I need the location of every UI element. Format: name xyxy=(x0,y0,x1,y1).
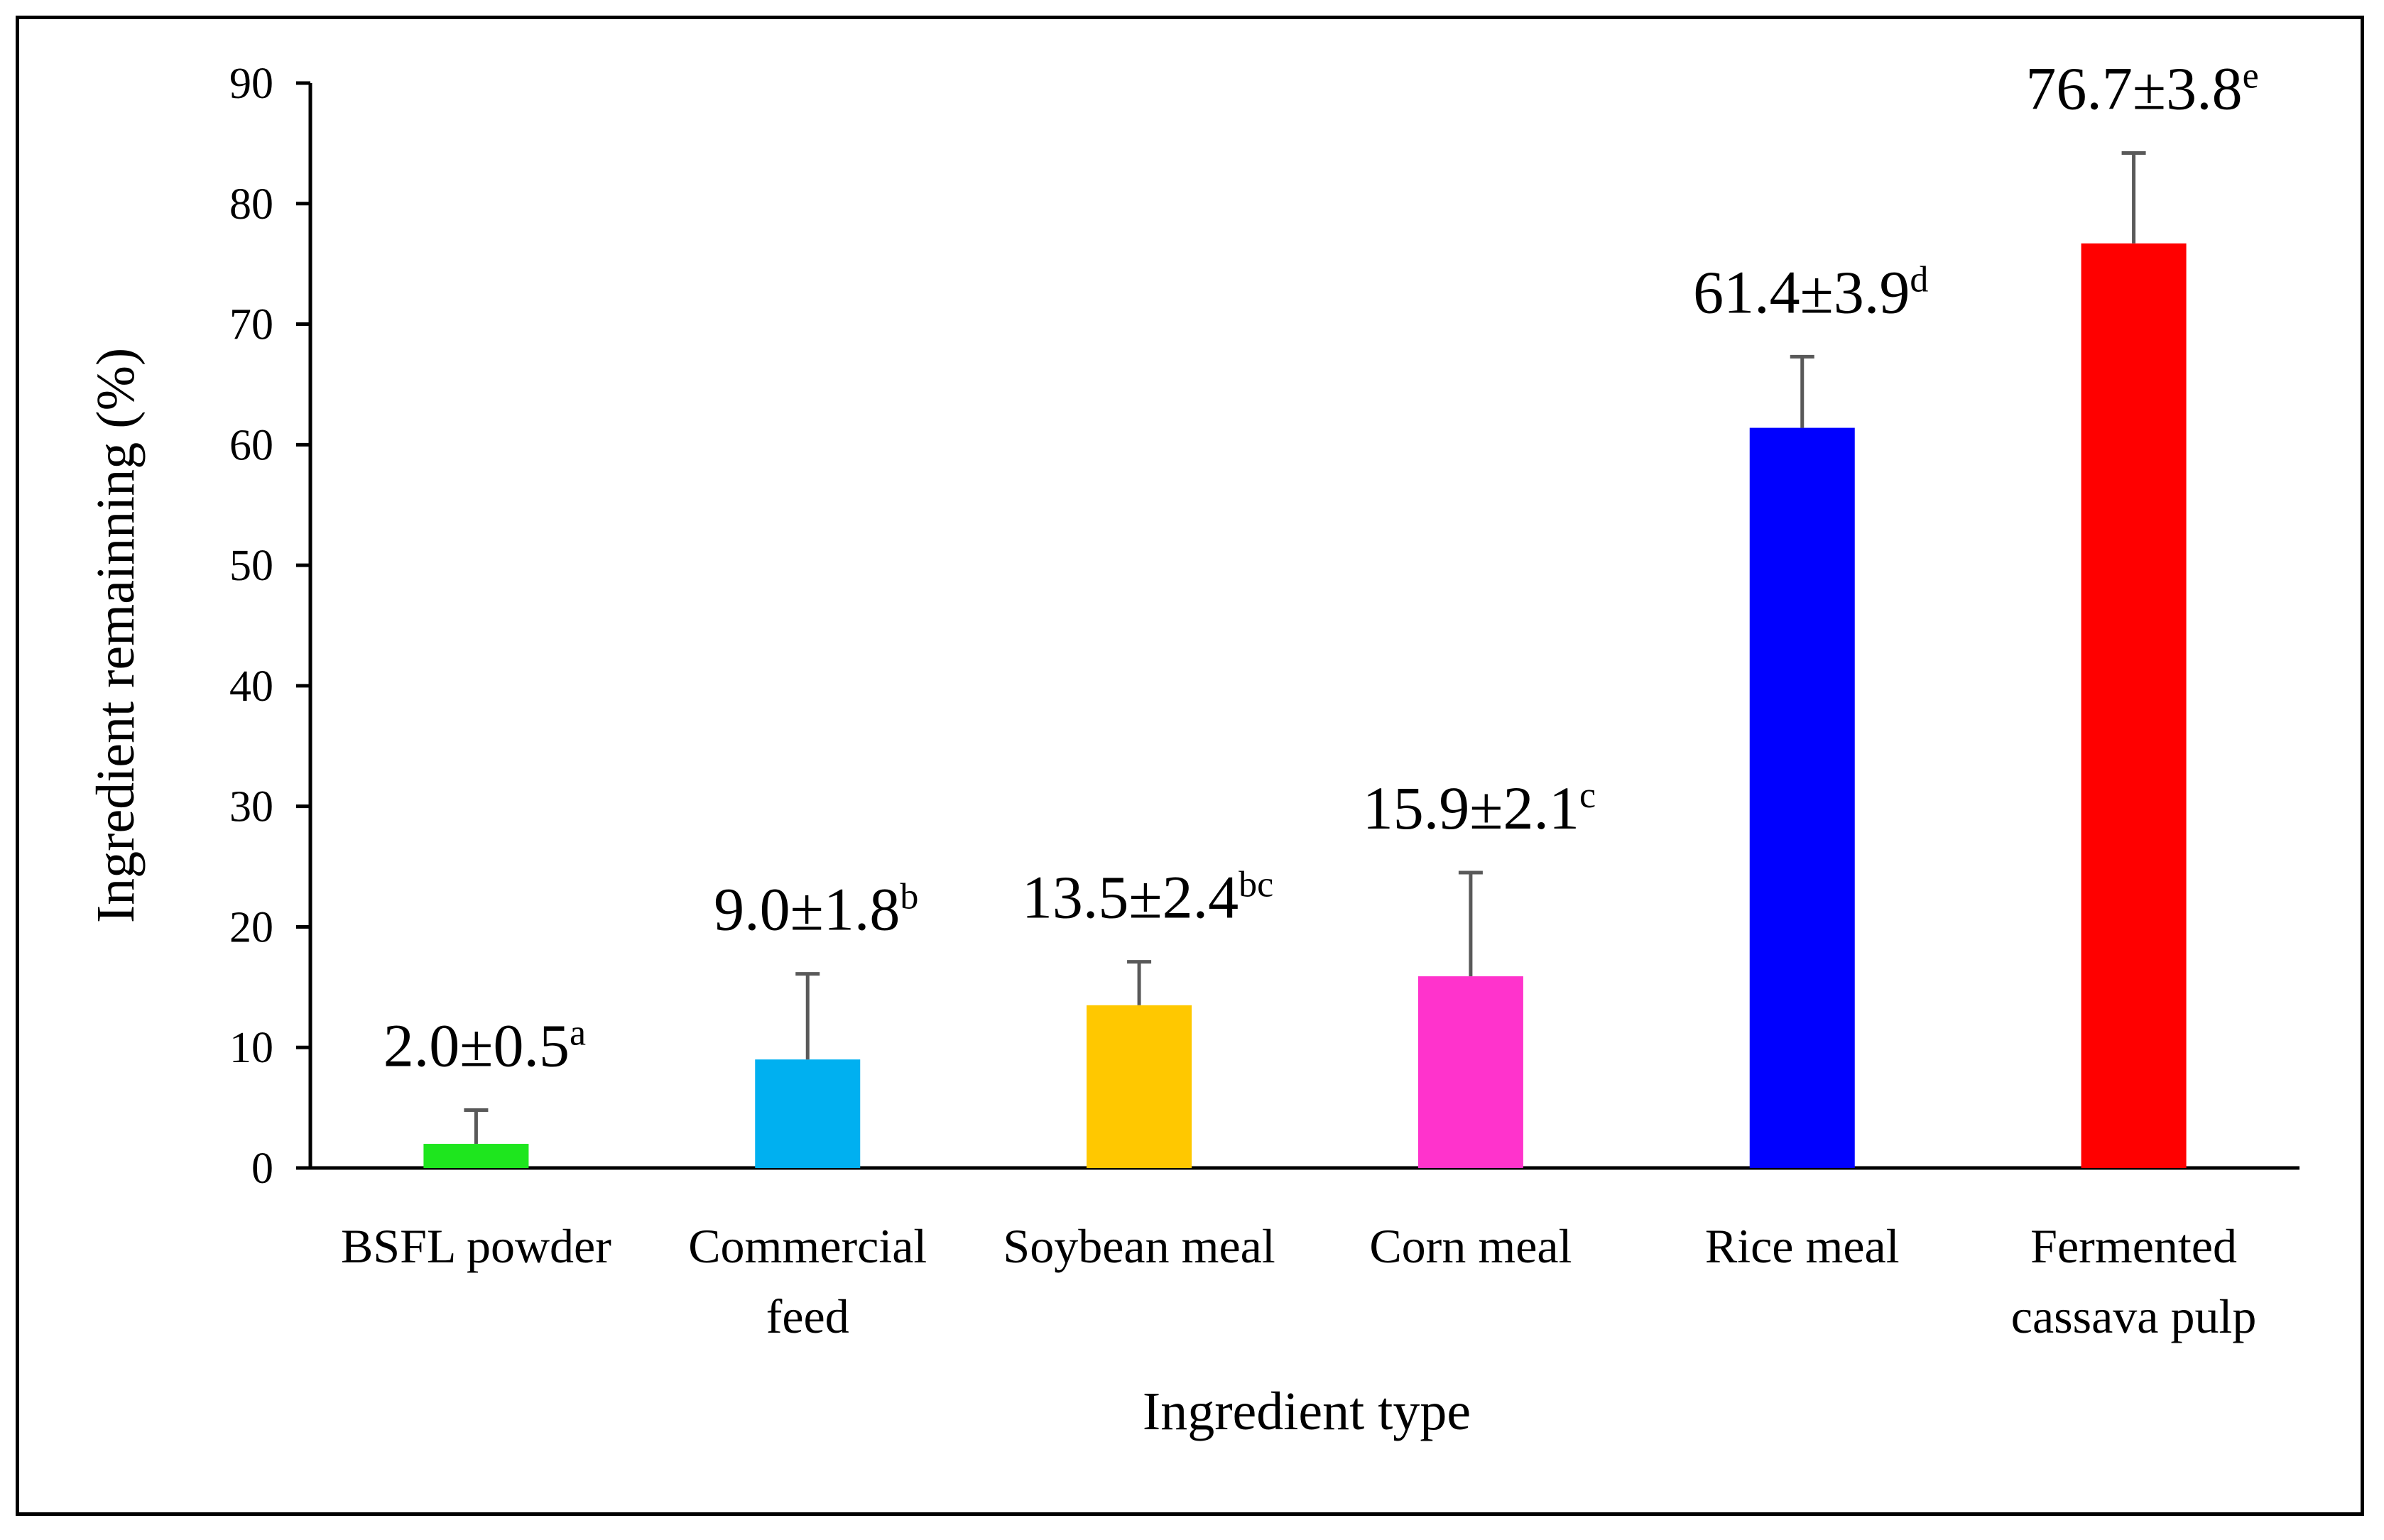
y-tick-label: 50 xyxy=(229,542,273,590)
bar xyxy=(1417,976,1523,1168)
y-tick-label: 0 xyxy=(251,1145,273,1193)
bar xyxy=(423,1144,529,1168)
y-tick-label: 10 xyxy=(229,1024,273,1072)
axes: 0 10 20 30 40 50 60 70 80 90 xyxy=(229,60,2299,1193)
y-tick-label: 90 xyxy=(229,60,273,108)
x-tick-label: Rice meal xyxy=(1705,1219,1900,1273)
x-tick-label: BSFL powder xyxy=(341,1219,611,1273)
y-tick-label: 30 xyxy=(229,783,273,831)
y-tick-label: 80 xyxy=(229,180,273,229)
data-label: 61.4±3.9d xyxy=(1693,258,1928,326)
y-tick-label: 70 xyxy=(229,301,273,349)
bar xyxy=(1087,1005,1192,1168)
x-tick-label: Corn meal xyxy=(1369,1219,1572,1273)
data-label: 15.9±2.1c xyxy=(1363,774,1596,842)
x-axis-title: Ingredient type xyxy=(1143,1382,1471,1441)
x-tick-label: Commercial feed xyxy=(688,1219,927,1343)
data-label: 9.0±1.8b xyxy=(714,875,918,944)
y-tick-label: 40 xyxy=(229,662,273,711)
y-axis-title: Ingredient remainning (%) xyxy=(86,348,146,923)
x-tick-label: Fermented cassava pulp xyxy=(2011,1219,2257,1343)
labels: BSFL powder 2.0±0.5a Commercial feed 9.0±1.8… xyxy=(341,54,2259,1343)
bar xyxy=(2081,243,2187,1168)
data-label: 13.5±2.4bc xyxy=(1022,863,1273,932)
bar xyxy=(755,1059,861,1168)
chart-frame xyxy=(16,16,2364,1516)
y-tick-label: 60 xyxy=(229,421,273,469)
bar xyxy=(1749,427,1855,1168)
data-label: 76.7±3.8e xyxy=(2025,54,2258,122)
bars xyxy=(423,151,2187,1168)
x-tick-label: Soybean meal xyxy=(1003,1219,1275,1273)
y-tick-label: 20 xyxy=(229,903,273,951)
data-label: 2.0±0.5a xyxy=(383,1012,586,1080)
